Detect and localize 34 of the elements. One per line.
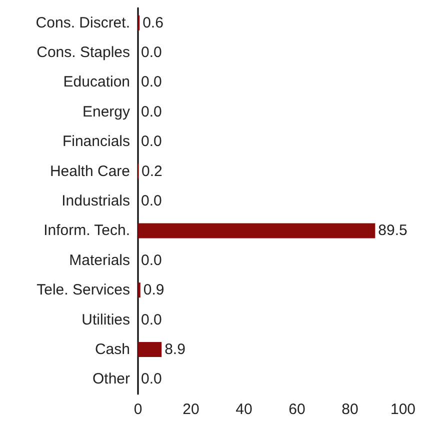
data-label: 0.0 <box>141 311 162 328</box>
y-tick-label: Industrials <box>62 192 130 210</box>
y-tick-label: Materials <box>69 252 130 269</box>
data-label: 0.0 <box>141 133 162 150</box>
y-tick-label: Other <box>92 370 130 388</box>
data-label: 0.0 <box>141 252 162 269</box>
x-tick-label: 0 <box>134 401 142 418</box>
x-tick-label: 100 <box>390 401 416 418</box>
y-tick-label: Utilities <box>82 311 130 328</box>
y-tick-label: Energy <box>82 103 130 120</box>
bar <box>138 223 376 238</box>
y-tick-label: Financials <box>62 133 130 150</box>
y-tick-label: Education <box>63 74 130 91</box>
x-tick-label: 80 <box>342 401 358 418</box>
data-label: 0.9 <box>143 282 164 299</box>
y-tick-label: Cash <box>94 340 130 358</box>
bar <box>138 342 162 357</box>
data-label: 0.0 <box>141 192 162 210</box>
data-label: 0.2 <box>142 162 162 180</box>
y-tick-label: Tele. Services <box>36 282 130 299</box>
data-label: 0.0 <box>141 74 162 91</box>
data-label: 0.0 <box>141 44 162 62</box>
x-tick-label: 20 <box>182 401 200 418</box>
data-label: 8.9 <box>164 340 186 358</box>
data-label: 89.5 <box>378 222 408 240</box>
y-tick-label: Inform. Tech. <box>44 222 130 240</box>
data-label: 0.6 <box>142 14 164 32</box>
data-label: 0.0 <box>141 103 162 120</box>
y-tick-label: Cons. Discret. <box>36 14 130 32</box>
data-label: 0.0 <box>141 370 162 388</box>
y-tick-label: Health Care <box>50 162 130 180</box>
x-tick-label: 60 <box>288 401 306 418</box>
y-tick-label: Cons. Staples <box>36 44 130 62</box>
x-tick-label: 40 <box>236 401 252 418</box>
